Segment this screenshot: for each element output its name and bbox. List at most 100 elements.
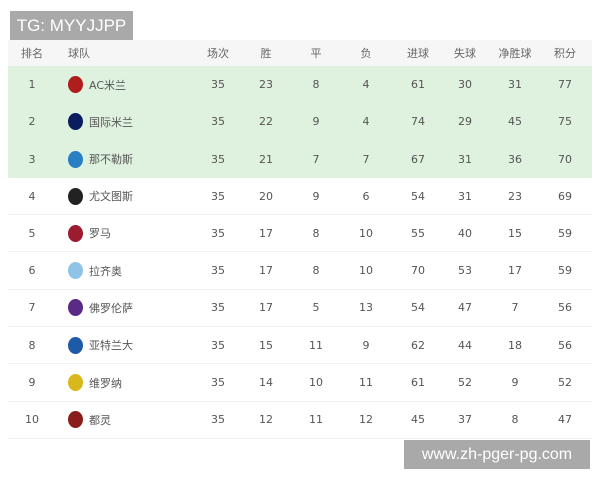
wins-cell: 17 bbox=[259, 226, 273, 240]
points-cell: 70 bbox=[558, 152, 572, 166]
header-played[interactable]: 场次 bbox=[207, 47, 229, 60]
team-cell[interactable]: AC米兰 bbox=[68, 66, 188, 103]
points-cell: 47 bbox=[558, 413, 572, 427]
draws-cell: 7 bbox=[312, 152, 320, 166]
rank-cell: 10 bbox=[25, 413, 39, 427]
played-cell: 35 bbox=[211, 338, 225, 352]
team-name: 罗马 bbox=[89, 227, 111, 241]
table-row[interactable]: 1 35 23 8 4 61 30 31 77 AC米兰 bbox=[8, 66, 592, 104]
losses-cell: 11 bbox=[359, 376, 373, 390]
goal-diff-cell: 45 bbox=[508, 115, 522, 129]
draws-cell: 8 bbox=[312, 78, 320, 92]
goals-against-cell: 40 bbox=[458, 226, 472, 240]
rank-cell: 5 bbox=[28, 226, 36, 240]
wins-cell: 17 bbox=[259, 301, 273, 315]
verona-crest-icon bbox=[68, 374, 83, 392]
losses-cell: 6 bbox=[362, 189, 370, 203]
draws-cell: 9 bbox=[312, 189, 320, 203]
goals-for-cell: 45 bbox=[411, 413, 425, 427]
draws-cell: 11 bbox=[309, 413, 323, 427]
losses-cell: 9 bbox=[362, 338, 370, 352]
header-wins[interactable]: 胜 bbox=[260, 47, 272, 60]
roma-crest-icon bbox=[68, 224, 83, 242]
rank-cell: 2 bbox=[28, 115, 36, 129]
ac-milan-crest-icon bbox=[68, 76, 83, 94]
table-row[interactable]: 5 35 17 8 10 55 40 15 59 罗马 bbox=[8, 215, 592, 253]
losses-cell: 10 bbox=[359, 264, 373, 278]
header-rank[interactable]: 排名 bbox=[21, 47, 43, 60]
header-draws[interactable]: 平 bbox=[310, 47, 322, 60]
team-cell[interactable]: 维罗纳 bbox=[68, 364, 188, 400]
table-row[interactable]: 4 35 20 9 6 54 31 23 69 尤文图斯 bbox=[8, 178, 592, 216]
torino-crest-icon bbox=[68, 411, 83, 429]
goals-against-cell: 44 bbox=[458, 338, 472, 352]
goal-diff-cell: 9 bbox=[511, 376, 519, 390]
goals-for-cell: 67 bbox=[411, 152, 425, 166]
rank-cell: 1 bbox=[28, 78, 36, 92]
goals-against-cell: 37 bbox=[458, 413, 472, 427]
team-name: 佛罗伦萨 bbox=[89, 301, 133, 315]
table-row[interactable]: 2 35 22 9 4 74 29 45 75 国际米兰 bbox=[8, 103, 592, 141]
goals-for-cell: 54 bbox=[411, 189, 425, 203]
points-cell: 75 bbox=[558, 115, 572, 129]
draws-cell: 8 bbox=[312, 264, 320, 278]
goals-against-cell: 52 bbox=[458, 376, 472, 390]
team-name: 拉齐奥 bbox=[89, 264, 122, 278]
played-cell: 35 bbox=[211, 376, 225, 390]
team-name: 都灵 bbox=[89, 413, 111, 427]
rank-cell: 8 bbox=[28, 338, 36, 352]
goals-for-cell: 70 bbox=[411, 264, 425, 278]
watermark-bottom: www.zh-pger-pg.com bbox=[404, 440, 590, 469]
played-cell: 35 bbox=[211, 264, 225, 278]
goal-diff-cell: 31 bbox=[508, 78, 522, 92]
rank-cell: 6 bbox=[28, 264, 36, 278]
points-cell: 59 bbox=[558, 264, 572, 278]
header-goal-diff[interactable]: 净胜球 bbox=[498, 47, 532, 60]
header-goals-for[interactable]: 进球 bbox=[407, 47, 429, 60]
table-row[interactable]: 10 35 12 11 12 45 37 8 47 都灵 bbox=[8, 402, 592, 439]
inter-crest-icon bbox=[68, 113, 83, 131]
team-cell[interactable]: 都灵 bbox=[68, 402, 188, 438]
juventus-crest-icon bbox=[68, 187, 83, 205]
team-name: 国际米兰 bbox=[89, 115, 133, 129]
goal-diff-cell: 18 bbox=[508, 338, 522, 352]
header-goals-against[interactable]: 失球 bbox=[454, 47, 476, 60]
wins-cell: 21 bbox=[259, 152, 273, 166]
table-row[interactable]: 7 35 17 5 13 54 47 7 56 佛罗伦萨 bbox=[8, 290, 592, 328]
header-team[interactable]: 球队 bbox=[68, 47, 90, 60]
goals-for-cell: 55 bbox=[411, 226, 425, 240]
team-name: 维罗纳 bbox=[89, 376, 122, 390]
points-cell: 56 bbox=[558, 301, 572, 315]
points-cell: 52 bbox=[558, 376, 572, 390]
played-cell: 35 bbox=[211, 189, 225, 203]
points-cell: 56 bbox=[558, 338, 572, 352]
goal-diff-cell: 17 bbox=[508, 264, 522, 278]
standings-table: 排名 球队 场次 胜 平 负 进球 失球 净胜球 积分 1 35 23 8 4 61 30 3… bbox=[8, 40, 592, 439]
draws-cell: 8 bbox=[312, 226, 320, 240]
team-cell[interactable]: 拉齐奥 bbox=[68, 252, 188, 288]
header-losses[interactable]: 负 bbox=[360, 47, 372, 60]
team-cell[interactable]: 那不勒斯 bbox=[68, 141, 188, 178]
team-cell[interactable]: 佛罗伦萨 bbox=[68, 290, 188, 326]
team-cell[interactable]: 尤文图斯 bbox=[68, 178, 188, 214]
rank-cell: 3 bbox=[28, 152, 36, 166]
losses-cell: 12 bbox=[359, 413, 373, 427]
team-cell[interactable]: 罗马 bbox=[68, 215, 188, 251]
header-points[interactable]: 积分 bbox=[554, 47, 576, 60]
table-row[interactable]: 8 35 15 11 9 62 44 18 56 亚特兰大 bbox=[8, 327, 592, 365]
team-cell[interactable]: 亚特兰大 bbox=[68, 327, 188, 363]
goals-against-cell: 47 bbox=[458, 301, 472, 315]
goal-diff-cell: 15 bbox=[508, 226, 522, 240]
table-header: 排名 球队 场次 胜 平 负 进球 失球 净胜球 积分 bbox=[8, 40, 592, 66]
losses-cell: 10 bbox=[359, 226, 373, 240]
table-row[interactable]: 3 35 21 7 7 67 31 36 70 那不勒斯 bbox=[8, 140, 592, 178]
goals-against-cell: 31 bbox=[458, 189, 472, 203]
wins-cell: 22 bbox=[259, 115, 273, 129]
draws-cell: 11 bbox=[309, 338, 323, 352]
team-cell[interactable]: 国际米兰 bbox=[68, 103, 188, 140]
table-row[interactable]: 6 35 17 8 10 70 53 17 59 拉齐奥 bbox=[8, 252, 592, 290]
napoli-crest-icon bbox=[68, 150, 83, 168]
team-name: 尤文图斯 bbox=[89, 190, 133, 204]
table-row[interactable]: 9 35 14 10 11 61 52 9 52 维罗纳 bbox=[8, 364, 592, 402]
goal-diff-cell: 8 bbox=[511, 413, 519, 427]
